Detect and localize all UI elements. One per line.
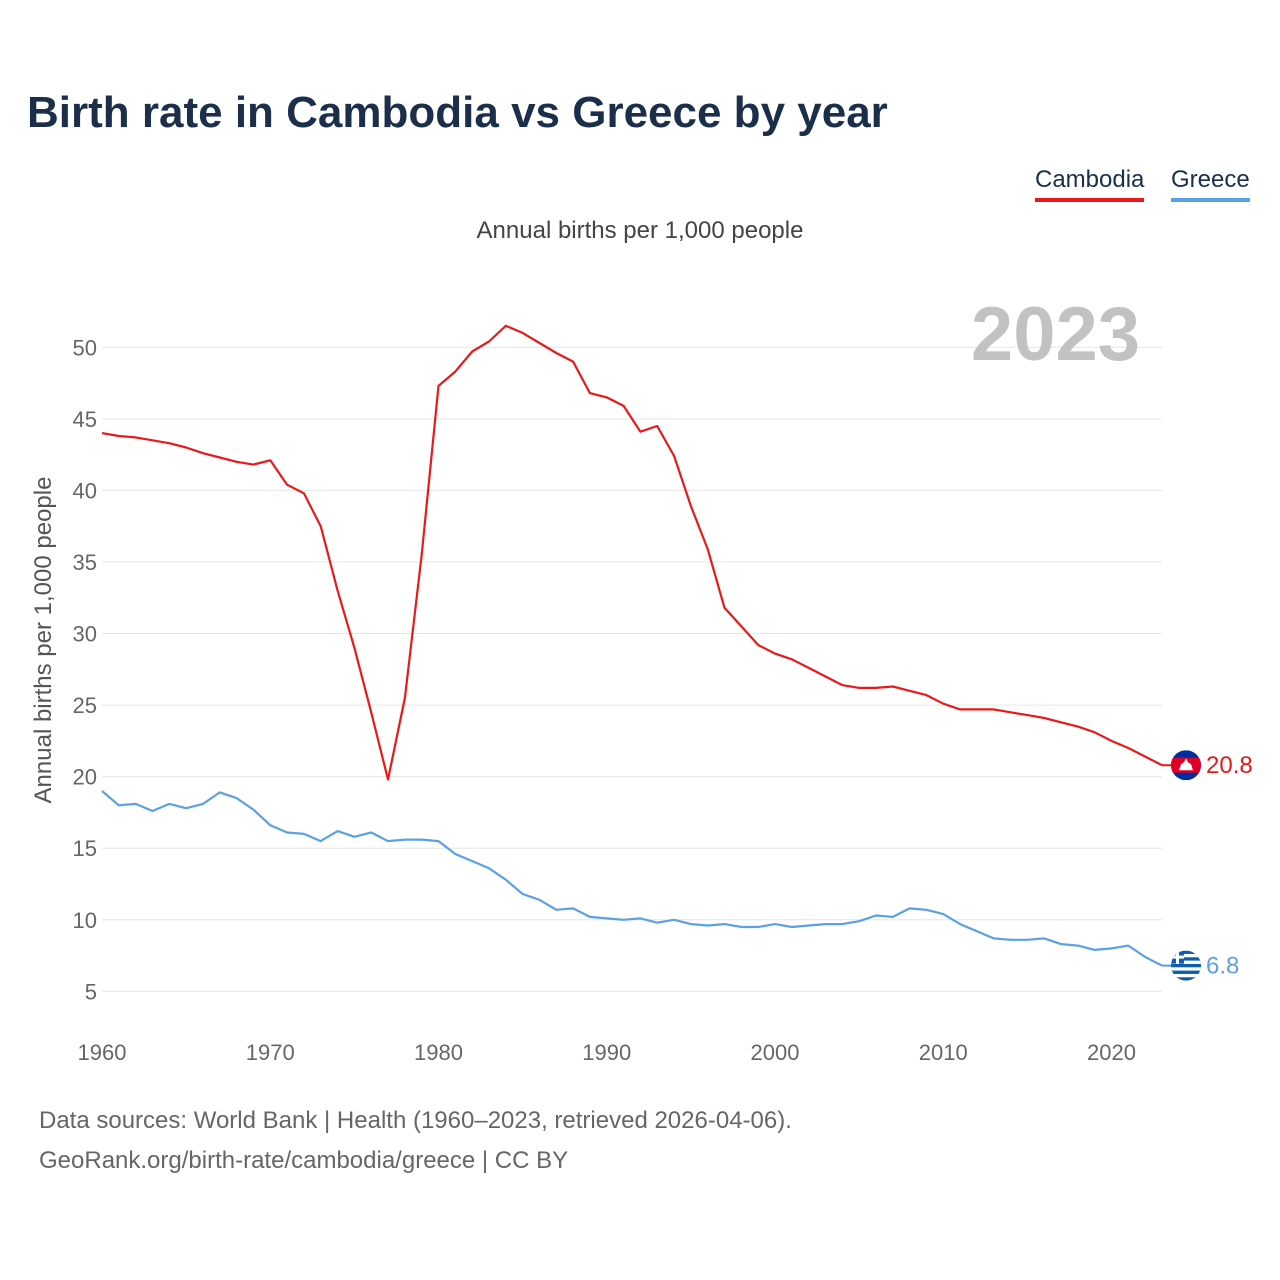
x-tick-label: 1970 (246, 1040, 295, 1065)
y-tick-label: 15 (73, 836, 97, 861)
y-tick-label: 20 (73, 765, 97, 790)
y-tick-label: 25 (73, 693, 97, 718)
series-lines (101, 324, 1163, 967)
end-value-label: 20.8 (1206, 752, 1253, 779)
x-tick-label: 1990 (582, 1040, 631, 1065)
y-axis-label: Annual births per 1,000 people (30, 477, 57, 804)
x-tick-label: 1960 (78, 1040, 127, 1065)
greece-flag-icon (1171, 950, 1201, 981)
x-tick-label: 1980 (414, 1040, 463, 1065)
y-axis-ticks: 5 10 15 20 25 30 35 40 45 50 (73, 335, 97, 1004)
y-tick-label: 30 (73, 622, 97, 647)
source-link[interactable]: GeoRank.org/birth-rate/cambodia/greece |… (39, 1147, 569, 1174)
gridlines (102, 346, 1162, 992)
cambodia-flag-icon (1171, 750, 1201, 781)
legend-item-cambodia[interactable]: Cambodia (1035, 166, 1145, 202)
y-tick-label: 35 (73, 550, 97, 575)
series-line-greece[interactable] (101, 790, 1163, 967)
x-tick-label: 2010 (919, 1040, 968, 1065)
y-tick-label: 45 (73, 407, 97, 432)
y-tick-label: 50 (73, 335, 97, 360)
year-label: 2023 (971, 292, 1140, 377)
x-tick-label: 2000 (751, 1040, 800, 1065)
series-line-cambodia[interactable] (101, 324, 1163, 781)
chart-subtitle: Annual births per 1,000 people (476, 217, 804, 244)
end-markers: 20.8 6.8 (1162, 750, 1253, 981)
legend-item-greece[interactable]: Greece (1171, 166, 1250, 202)
x-axis-ticks: 1960 1970 1980 1990 2000 2010 2020 (78, 1040, 1136, 1065)
x-tick-label: 2020 (1087, 1040, 1136, 1065)
y-tick-label: 5 (85, 979, 97, 1004)
end-value-label: 6.8 (1206, 953, 1239, 980)
y-tick-label: 10 (73, 908, 97, 933)
y-tick-label: 40 (73, 478, 97, 503)
source-text: Data sources: World Bank | Health (1960–… (39, 1107, 792, 1134)
chart-title: Birth rate in Cambodia vs Greece by year (27, 88, 888, 137)
